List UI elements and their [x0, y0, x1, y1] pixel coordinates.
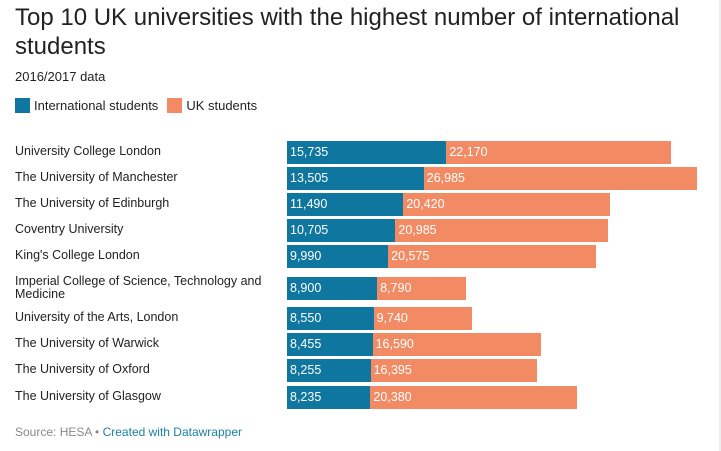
value-label-uk: 20,380: [373, 390, 412, 404]
bar-international: [287, 359, 371, 382]
legend-swatch-international: [15, 98, 30, 113]
bar-uk: [373, 307, 473, 330]
bar-uk: [446, 141, 671, 164]
category-label: Coventry University: [15, 222, 124, 236]
value-label-uk: 9,740: [376, 311, 408, 325]
bar-uk: [395, 219, 608, 242]
legend-item-uk: UK students: [167, 98, 257, 113]
bar-uk: [377, 277, 467, 300]
bar-international: [287, 141, 447, 164]
bar-international: [287, 193, 404, 216]
value-label-international: 8,235: [290, 390, 322, 404]
value-label-international: 8,900: [290, 281, 322, 295]
value-label-uk: 22,170: [449, 145, 488, 159]
value-label-uk: 20,420: [406, 197, 445, 211]
category-label: The University of Oxford: [15, 362, 150, 376]
category-label: University College London: [15, 144, 161, 158]
value-label-uk: 26,985: [426, 171, 465, 185]
chart-title: Top 10 UK universities with the highest …: [15, 4, 680, 60]
legend-label-international: International students: [34, 98, 159, 113]
legend-label-uk: UK students: [186, 98, 258, 113]
bar-international: [287, 167, 424, 190]
category-label: The University of Warwick: [15, 336, 160, 350]
legend: International students UK students: [15, 98, 266, 113]
footer: Source: HESA • Created with Datawrapper: [15, 425, 242, 439]
category-label: The University of Glasgow: [15, 389, 161, 403]
datawrapper-link[interactable]: Created with Datawrapper: [102, 425, 242, 439]
legend-item-international: International students: [15, 98, 158, 113]
bar-international: [287, 277, 378, 300]
value-label-uk: 20,985: [398, 223, 437, 237]
bar-international: [287, 386, 371, 409]
value-label-international: 15,735: [290, 145, 329, 159]
value-label-uk: 16,395: [373, 363, 412, 377]
bar-uk: [372, 333, 541, 356]
category-label: King's College London: [15, 248, 140, 262]
value-label-uk: 16,590: [375, 337, 414, 351]
value-label-international: 8,255: [290, 363, 322, 377]
value-label-international: 10,705: [290, 223, 329, 237]
value-label-international: 11,490: [290, 197, 328, 211]
value-label-international: 8,550: [290, 311, 322, 325]
chart-subtitle: 2016/2017 data: [15, 69, 106, 84]
legend-swatch-uk: [167, 98, 183, 113]
value-label-international: 8,455: [290, 337, 322, 351]
bar-uk: [388, 245, 597, 268]
bar-uk: [370, 359, 537, 382]
bar-uk: [423, 167, 697, 190]
category-label: Imperial College of Science, Technology …: [15, 273, 262, 301]
bar-uk: [403, 193, 611, 216]
bar-international: [287, 333, 373, 356]
value-label-uk: 8,790: [380, 281, 412, 295]
bar-international: [287, 245, 389, 268]
value-label-uk: 20,575: [391, 249, 430, 263]
category-label: The University of Manchester: [15, 170, 178, 184]
source-label: Source: HESA: [15, 425, 92, 439]
footer-separator: •: [91, 425, 103, 439]
category-label: University of the Arts, London: [15, 310, 179, 324]
bar-international: [287, 307, 374, 330]
bar-international: [287, 219, 396, 242]
bar-uk: [370, 386, 577, 409]
category-label: The University of Edinburgh: [15, 196, 170, 210]
value-label-international: 13,505: [290, 171, 329, 185]
value-label-international: 9,990: [290, 249, 322, 263]
